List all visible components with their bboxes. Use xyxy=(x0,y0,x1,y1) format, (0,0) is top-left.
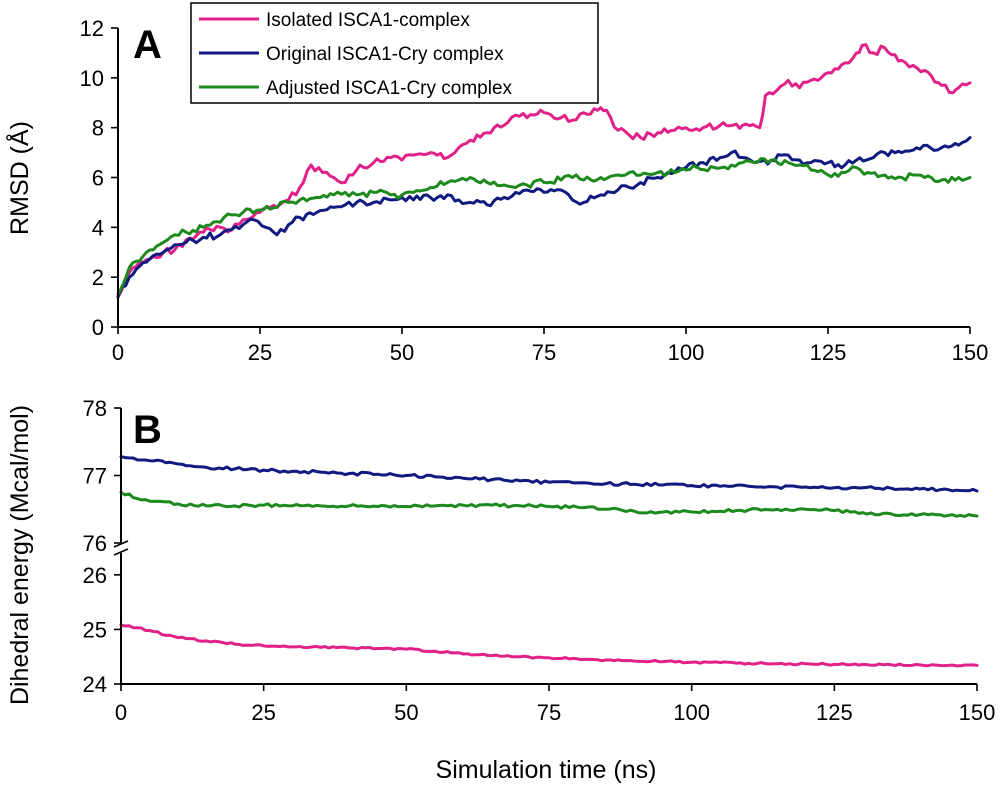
panel-b-lower-ytick-label: 26 xyxy=(83,563,107,588)
panel-b-xtick-label: 125 xyxy=(816,700,853,725)
panel-a-series-isolated-isca1-complex xyxy=(116,43,972,299)
panel-b-y-axis-lower xyxy=(120,553,977,685)
panel-b-lower-ytick-label: 25 xyxy=(83,617,107,642)
legend: Isolated ISCA1-complex Original ISCA1-Cr… xyxy=(190,2,599,104)
panel-b-xtick-label: 75 xyxy=(537,700,561,725)
panel-a-series-adjusted-isca1-cry-complex xyxy=(116,157,972,297)
panel-b-letter: B xyxy=(133,408,162,452)
panel-a-axes xyxy=(117,28,970,328)
panel-a-xtick-label: 50 xyxy=(390,340,414,365)
panel-b-series-isolated-isca1-complex xyxy=(119,623,979,668)
panel-a-ytick-label: 6 xyxy=(92,166,104,191)
legend-label-adjusted: Adjusted ISCA1-Cry complex xyxy=(266,78,513,99)
panel-a-rmsd-chart: A 0 25 50 75 100 125 150 0 2 4 6 8 10 12 RMSD (Å) Iso… xyxy=(4,2,989,365)
panel-b-xtick-label: 50 xyxy=(394,700,418,725)
panel-b-xtick-label: 150 xyxy=(959,700,996,725)
panel-b-xtick-label: 0 xyxy=(115,700,127,725)
panel-a-ytick-label: 2 xyxy=(92,265,104,290)
panel-a-letter: A xyxy=(133,23,162,67)
panel-b-upper-ytick-label: 76 xyxy=(83,531,107,556)
legend-label-original: Original ISCA1-Cry complex xyxy=(266,44,504,65)
panel-a-ytick-label: 12 xyxy=(80,16,104,41)
panel-b-xtick-label: 100 xyxy=(673,700,710,725)
panel-a-ytick-label: 0 xyxy=(92,315,104,340)
panel-b-lower-ytick-label: 24 xyxy=(83,672,107,697)
panel-a-ytick-label: 10 xyxy=(80,66,104,91)
x-axis-title: Simulation time (ns) xyxy=(436,756,657,784)
axis-break-marker xyxy=(113,540,129,556)
legend-label-isolated: Isolated ISCA1-complex xyxy=(266,10,470,31)
panel-a-ytick-label: 8 xyxy=(92,116,104,141)
panel-b-upper-ytick-label: 77 xyxy=(83,464,107,489)
panel-a-ytick-label: 4 xyxy=(92,215,104,240)
panel-a-xtick-label: 125 xyxy=(810,340,847,365)
panel-a-xtick-label: 25 xyxy=(248,340,272,365)
panel-a-xtick-label: 150 xyxy=(952,340,989,365)
panel-b-ylabel: Dihedral energy (Mcal/mol) xyxy=(6,405,34,705)
panel-a-xtick-label: 75 xyxy=(532,340,556,365)
panel-b-xtick-label: 25 xyxy=(251,700,275,725)
panel-a-ylabel: RMSD (Å) xyxy=(4,121,34,235)
panel-a-xtick-label: 100 xyxy=(668,340,705,365)
panel-a-xtick-label: 0 xyxy=(112,340,124,365)
panel-b-dihedral-chart: B 0 25 50 75 100 125 150 76 77 78 24 25 26 Dihedral … xyxy=(6,396,995,784)
panel-a-series-original-isca1-cry-complex xyxy=(116,136,972,299)
panel-b-series-adjusted-isca1-cry-complex xyxy=(119,490,979,518)
panel-b-series-original-isca1-cry-complex xyxy=(119,455,979,493)
panel-b-upper-ytick-label: 78 xyxy=(83,396,107,421)
